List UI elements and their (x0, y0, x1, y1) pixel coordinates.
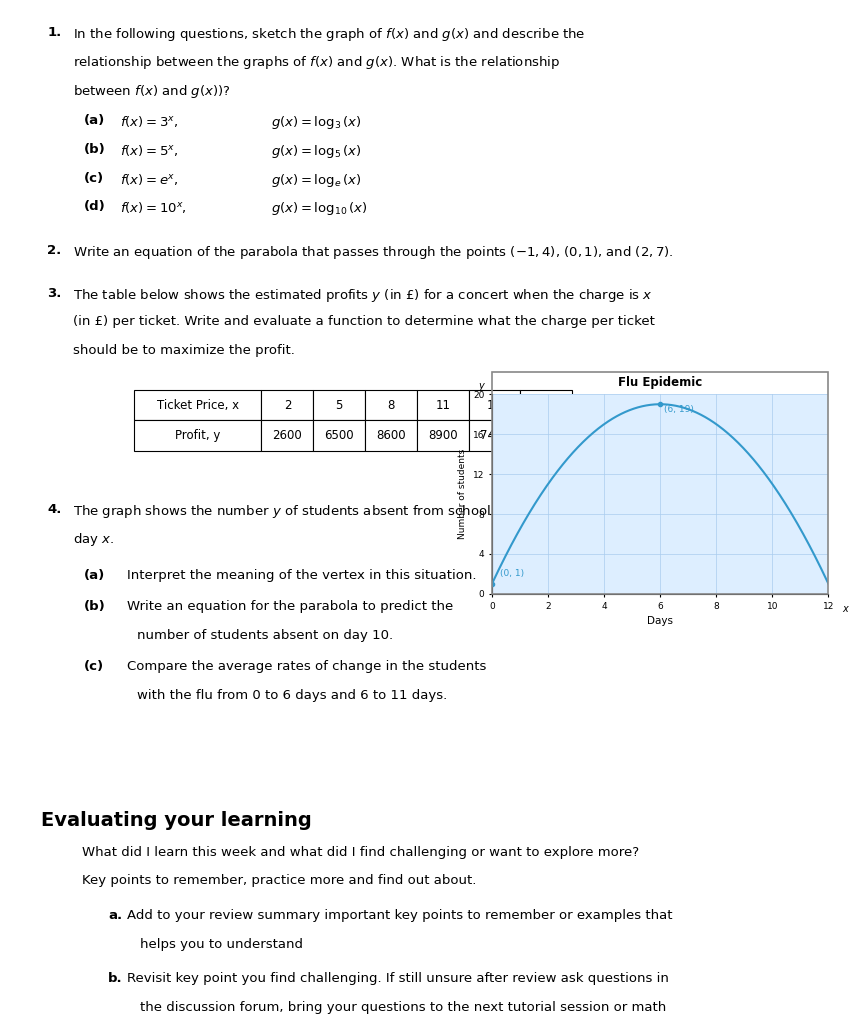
Text: 2600: 2600 (273, 429, 302, 442)
Text: 5: 5 (336, 398, 343, 412)
Text: What did I learn this week and what did I find challenging or want to explore mo: What did I learn this week and what did … (82, 846, 639, 859)
Text: In the following questions, sketch the graph of $f(x)$ and $g(x)$ and describe t: In the following questions, sketch the g… (73, 26, 586, 43)
Text: 11: 11 (435, 398, 450, 412)
Text: $f(x) = 5^x,$: $f(x) = 5^x,$ (120, 143, 179, 158)
Text: relationship between the graphs of $f(x)$ and $g(x)$. What is the relationship: relationship between the graphs of $f(x)… (73, 54, 561, 72)
Text: Write an equation for the parabola to predict the: Write an equation for the parabola to pr… (127, 600, 453, 613)
Text: The graph shows the number $y$ of students absent from school due to the flu eac: The graph shows the number $y$ of studen… (73, 503, 621, 520)
Bar (417, 421, 469, 452)
Text: $g(x) = \log_{10}(x)$: $g(x) = \log_{10}(x)$ (271, 201, 368, 217)
Text: $g(x) = \log_5(x)$: $g(x) = \log_5(x)$ (271, 143, 362, 160)
Text: between $f(x)$ and $g(x)$)?: between $f(x)$ and $g(x)$)? (73, 83, 230, 100)
Text: the discussion forum, bring your questions to the next tutorial session or math: the discussion forum, bring your questio… (140, 1000, 666, 1014)
Text: 4100: 4100 (532, 429, 561, 442)
Text: (0, 1): (0, 1) (501, 569, 525, 578)
Text: Profit, y: Profit, y (175, 429, 220, 442)
Text: Interpret the meaning of the vertex in this situation.: Interpret the meaning of the vertex in t… (127, 568, 476, 582)
Bar (134, 421, 261, 452)
Bar (469, 421, 520, 452)
Text: $f(x) = 3^x,$: $f(x) = 3^x,$ (120, 115, 179, 129)
Text: Flu Epidemic: Flu Epidemic (618, 377, 702, 389)
Y-axis label: Number of students: Number of students (458, 449, 467, 540)
Text: y: y (478, 381, 483, 391)
Text: (c): (c) (84, 660, 104, 674)
Bar (313, 390, 365, 421)
Text: 8600: 8600 (376, 429, 406, 442)
Bar (261, 390, 313, 421)
Text: (b): (b) (84, 600, 105, 613)
Text: $f(x) = 10^x,$: $f(x) = 10^x,$ (120, 201, 186, 215)
Bar (313, 421, 365, 452)
Bar (261, 421, 313, 452)
Text: Key points to remember, practice more and find out about.: Key points to remember, practice more an… (82, 874, 476, 888)
Bar (469, 390, 520, 421)
Text: 2: 2 (284, 398, 291, 412)
Text: (d): (d) (84, 201, 105, 213)
Text: $g(x) = \log_3(x)$: $g(x) = \log_3(x)$ (271, 115, 362, 131)
Text: 4.: 4. (47, 503, 62, 516)
Text: a.: a. (108, 909, 122, 922)
Text: Write an equation of the parabola that passes through the points $(-1,4)$, $(0,1: Write an equation of the parabola that p… (73, 244, 674, 260)
Text: with the flu from 0 to 6 days and 6 to 11 days.: with the flu from 0 to 6 days and 6 to 1… (137, 689, 448, 702)
Text: 14: 14 (487, 398, 502, 412)
Text: $f(x) = e^x,$: $f(x) = e^x,$ (120, 172, 179, 186)
Text: (b): (b) (84, 143, 105, 156)
Text: The table below shows the estimated profits $y$ (in £) for a concert when the ch: The table below shows the estimated prof… (73, 287, 653, 303)
Text: 1.: 1. (47, 26, 62, 39)
X-axis label: Days: Days (647, 616, 673, 626)
Text: 3.: 3. (47, 287, 62, 299)
Text: 8900: 8900 (428, 429, 457, 442)
Text: 8: 8 (387, 398, 394, 412)
Text: 17: 17 (539, 398, 554, 412)
Text: x: x (842, 604, 848, 614)
Text: (c): (c) (84, 172, 104, 184)
Text: Ticket Price, x: Ticket Price, x (156, 398, 239, 412)
Text: 2.: 2. (47, 244, 62, 256)
Bar (365, 390, 417, 421)
Text: 7400: 7400 (480, 429, 509, 442)
Bar (417, 390, 469, 421)
Bar (520, 421, 572, 452)
Text: Add to your review summary important key points to remember or examples that: Add to your review summary important key… (127, 909, 672, 922)
Text: number of students absent on day 10.: number of students absent on day 10. (137, 629, 394, 642)
Text: should be to maximize the profit.: should be to maximize the profit. (73, 344, 295, 356)
Bar (134, 390, 261, 421)
Bar (365, 421, 417, 452)
Bar (520, 390, 572, 421)
Text: Revisit key point you find challenging. If still unsure after review ask questio: Revisit key point you find challenging. … (127, 972, 669, 985)
Text: 6500: 6500 (324, 429, 354, 442)
Text: day $x$.: day $x$. (73, 531, 115, 549)
Text: helps you to understand: helps you to understand (140, 938, 303, 950)
Text: (a): (a) (84, 115, 105, 127)
Text: Compare the average rates of change in the students: Compare the average rates of change in t… (127, 660, 486, 674)
Text: (6, 19): (6, 19) (665, 406, 694, 415)
Text: (a): (a) (84, 568, 105, 582)
Text: b.: b. (108, 972, 123, 985)
Text: $g(x) = \log_e(x)$: $g(x) = \log_e(x)$ (271, 172, 362, 188)
Text: (in £) per ticket. Write and evaluate a function to determine what the charge pe: (in £) per ticket. Write and evaluate a … (73, 315, 655, 328)
Text: Evaluating your learning: Evaluating your learning (41, 811, 312, 830)
